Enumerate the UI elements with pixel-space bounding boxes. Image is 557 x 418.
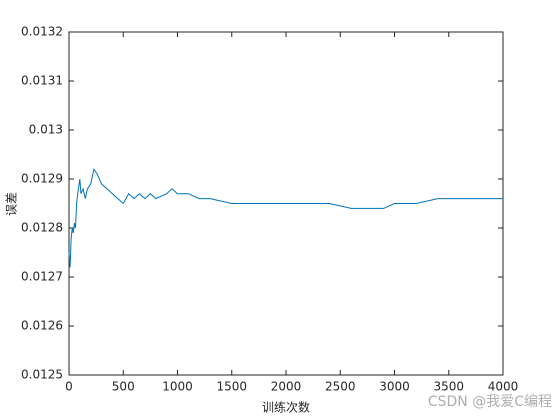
x-tick-label: 3000 <box>379 380 410 394</box>
x-tick-label: 3500 <box>433 380 464 394</box>
data-line <box>68 167 503 268</box>
x-axis-label: 训练次数 <box>262 400 310 415</box>
y-tick-label: 0.0125 <box>21 368 63 382</box>
x-tick-label: 500 <box>112 380 135 394</box>
y-axis-label: 误差 <box>5 192 19 216</box>
x-tick-label: 2500 <box>325 380 356 394</box>
x-tick-label: 4000 <box>488 380 519 394</box>
y-tick-label: 0.0127 <box>21 270 63 284</box>
y-tick-label: 0.0126 <box>21 319 63 333</box>
x-tick-label: 1000 <box>162 380 193 394</box>
watermark: CSDN @我爱C编程 <box>428 394 552 410</box>
y-tick-label: 0.0129 <box>21 172 63 186</box>
y-tick-label: 0.013 <box>29 123 63 137</box>
y-tick-label: 0.0128 <box>21 221 63 235</box>
x-tick-label: 0 <box>65 380 73 394</box>
y-tick-label: 0.0132 <box>21 25 63 39</box>
x-tick-label: 2000 <box>271 380 302 394</box>
x-tick-label: 1500 <box>216 380 247 394</box>
y-tick-label: 0.0131 <box>21 74 63 88</box>
